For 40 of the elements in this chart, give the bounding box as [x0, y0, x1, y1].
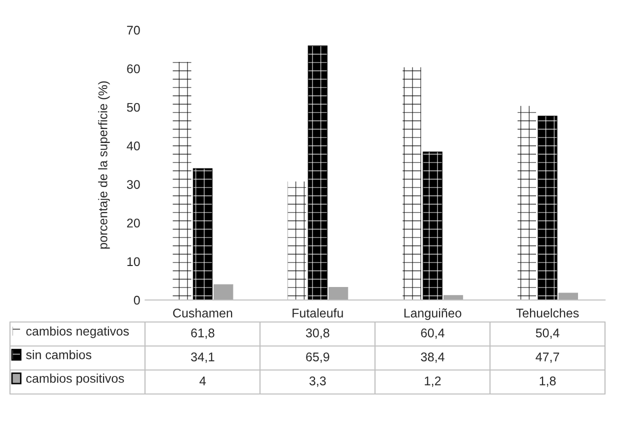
y-tick-label: 60 [127, 64, 140, 74]
data-label: 38,4 [420, 352, 444, 363]
data-label: 30,8 [306, 328, 330, 339]
bar [517, 105, 537, 300]
legend-label: sin cambios [26, 350, 92, 360]
y-axis-title: porcentaje de la superficie (%) [98, 81, 110, 249]
legend-label: cambios positivos [26, 374, 124, 386]
legend-label: cambios negativos [26, 326, 129, 338]
bar [422, 152, 442, 300]
y-tick-label: 20 [127, 218, 140, 228]
x-tick-label: Languiñeo [404, 308, 462, 320]
data-label: 65,9 [306, 352, 330, 363]
data-label: 50,4 [536, 328, 560, 339]
bar [172, 61, 192, 300]
data-label: 1,8 [540, 376, 556, 387]
bar [287, 180, 307, 300]
bar [538, 116, 558, 300]
bar [443, 295, 464, 300]
y-tick-label: 10 [127, 257, 140, 266]
data-label: 4 [200, 376, 206, 386]
data-label: 34,1 [191, 352, 214, 363]
bar [308, 46, 328, 300]
bar [214, 284, 234, 300]
bar [402, 66, 422, 300]
x-tick-label: Futaleufu [292, 308, 343, 318]
bar [328, 286, 348, 300]
y-tick-label: 70 [127, 26, 140, 35]
data-label: 60,4 [421, 328, 444, 339]
bar [192, 168, 212, 300]
data-label: 61,8 [191, 328, 214, 339]
x-tick-label: Tehuelches [516, 308, 579, 318]
data-label: 1,2 [424, 376, 441, 387]
data-label: 47,7 [536, 352, 560, 363]
y-tick-label: 30 [126, 180, 140, 189]
bar [558, 292, 578, 300]
x-tick-label: Cushamen [173, 308, 232, 318]
y-tick-label: 0 [134, 296, 140, 305]
data-label: 3,3 [309, 376, 326, 387]
y-tick-label: 40 [126, 142, 140, 150]
y-tick-label: 50 [126, 102, 140, 112]
